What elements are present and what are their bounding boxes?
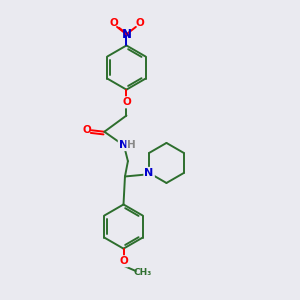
Text: O: O [119,256,128,266]
Text: H: H [128,140,136,150]
Text: CH₃: CH₃ [133,268,152,277]
Text: N: N [119,140,128,150]
Text: O: O [83,125,92,135]
Text: O: O [135,18,144,28]
Text: N: N [145,168,154,178]
Text: N: N [122,28,131,41]
Text: O: O [122,97,131,107]
Text: O: O [109,18,118,28]
